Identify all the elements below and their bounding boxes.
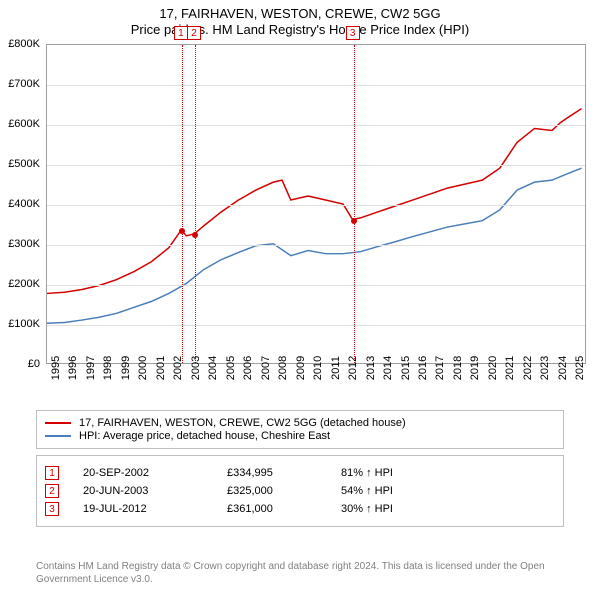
y-tick-label: £500K	[8, 158, 40, 170]
transaction-row: 1 20-SEP-2002 £334,995 81% ↑ HPI	[45, 466, 555, 480]
x-tick-label: 2004	[207, 356, 219, 380]
x-tick-label: 2018	[452, 356, 464, 380]
x-tick-label: 2000	[137, 356, 149, 380]
y-tick-label: £100K	[8, 318, 40, 330]
legend-label: HPI: Average price, detached house, Ches…	[79, 430, 330, 442]
gridline	[47, 285, 585, 286]
x-tick-label: 2017	[434, 356, 446, 380]
gridline	[47, 165, 585, 166]
legend-label: 17, FAIRHAVEN, WESTON, CREWE, CW2 5GG (d…	[79, 417, 406, 429]
transactions-table: 1 20-SEP-2002 £334,995 81% ↑ HPI 2 20-JUN-200…	[36, 455, 564, 527]
x-tick-label: 2007	[260, 356, 272, 380]
gridline	[47, 85, 585, 86]
x-tick-label: 2024	[557, 356, 569, 380]
marker-line	[195, 45, 196, 363]
gridline	[47, 325, 585, 326]
transaction-price: £334,995	[227, 467, 317, 479]
transaction-row: 3 19-JUL-2012 £361,000 30% ↑ HPI	[45, 502, 555, 516]
x-tick-label: 2013	[365, 356, 377, 380]
price-point	[192, 232, 198, 238]
y-tick-label: £400K	[8, 198, 40, 210]
x-tick-label: 2006	[242, 356, 254, 380]
chart-plot-area	[46, 44, 586, 364]
x-tick-label: 2019	[469, 356, 481, 380]
x-tick-label: 1997	[85, 356, 97, 380]
transaction-pct: 81% ↑ HPI	[341, 467, 393, 479]
price-point	[351, 218, 357, 224]
y-tick-label: £200K	[8, 278, 40, 290]
transaction-badge: 2	[45, 484, 59, 498]
x-tick-label: 2001	[155, 356, 167, 380]
x-tick-label: 2023	[539, 356, 551, 380]
x-tick-label: 2015	[400, 356, 412, 380]
transaction-price: £325,000	[227, 485, 317, 497]
x-tick-label: 2020	[487, 356, 499, 380]
legend-item: 17, FAIRHAVEN, WESTON, CREWE, CW2 5GG (d…	[45, 417, 555, 429]
x-axis-labels: 1995199619971998199920002001200220032004…	[46, 366, 586, 404]
x-tick-label: 2010	[312, 356, 324, 380]
marker-badge: 1	[174, 26, 188, 40]
price-point	[179, 228, 185, 234]
x-tick-label: 2005	[225, 356, 237, 380]
x-tick-label: 2003	[190, 356, 202, 380]
marker-line	[354, 45, 355, 363]
x-tick-label: 1998	[102, 356, 114, 380]
gridline	[47, 245, 585, 246]
y-tick-label: £0	[28, 358, 40, 370]
legend-swatch	[45, 435, 71, 437]
chart-line-layer	[47, 45, 585, 363]
legend-item: HPI: Average price, detached house, Ches…	[45, 430, 555, 442]
legend-swatch	[45, 422, 71, 424]
transaction-date: 19-JUL-2012	[83, 503, 203, 515]
legend-box: 17, FAIRHAVEN, WESTON, CREWE, CW2 5GG (d…	[36, 410, 564, 449]
x-tick-label: 1995	[50, 356, 62, 380]
page-title: 17, FAIRHAVEN, WESTON, CREWE, CW2 5GG	[0, 6, 600, 21]
gridline	[47, 205, 585, 206]
transaction-pct: 30% ↑ HPI	[341, 503, 393, 515]
y-tick-label: £700K	[8, 78, 40, 90]
y-tick-label: £300K	[8, 238, 40, 250]
transaction-pct: 54% ↑ HPI	[341, 485, 393, 497]
transaction-date: 20-SEP-2002	[83, 467, 203, 479]
transaction-row: 2 20-JUN-2003 £325,000 54% ↑ HPI	[45, 484, 555, 498]
x-tick-label: 2022	[522, 356, 534, 380]
gridline	[47, 125, 585, 126]
page-subtitle: Price paid vs. HM Land Registry's House …	[0, 22, 600, 37]
x-tick-label: 2021	[504, 356, 516, 380]
marker-badge: 2	[187, 26, 201, 40]
x-tick-label: 2008	[277, 356, 289, 380]
y-axis-labels: £0£100K£200K£300K£400K£500K£600K£700K£80…	[0, 44, 44, 364]
x-tick-label: 2002	[172, 356, 184, 380]
x-tick-label: 2011	[330, 356, 342, 380]
x-tick-label: 2016	[417, 356, 429, 380]
x-tick-label: 2012	[347, 356, 359, 380]
transaction-badge: 1	[45, 466, 59, 480]
x-tick-label: 1996	[67, 356, 79, 380]
series-property	[47, 109, 582, 294]
x-tick-label: 2025	[574, 356, 586, 380]
x-tick-label: 2014	[382, 356, 394, 380]
y-tick-label: £600K	[8, 118, 40, 130]
x-tick-label: 1999	[120, 356, 132, 380]
transaction-badge: 3	[45, 502, 59, 516]
marker-badge: 3	[346, 26, 360, 40]
copyright-notice: Contains HM Land Registry data © Crown c…	[36, 561, 564, 586]
x-tick-label: 2009	[295, 356, 307, 380]
marker-line	[182, 45, 183, 363]
transaction-date: 20-JUN-2003	[83, 485, 203, 497]
y-tick-label: £800K	[8, 38, 40, 50]
transaction-price: £361,000	[227, 503, 317, 515]
